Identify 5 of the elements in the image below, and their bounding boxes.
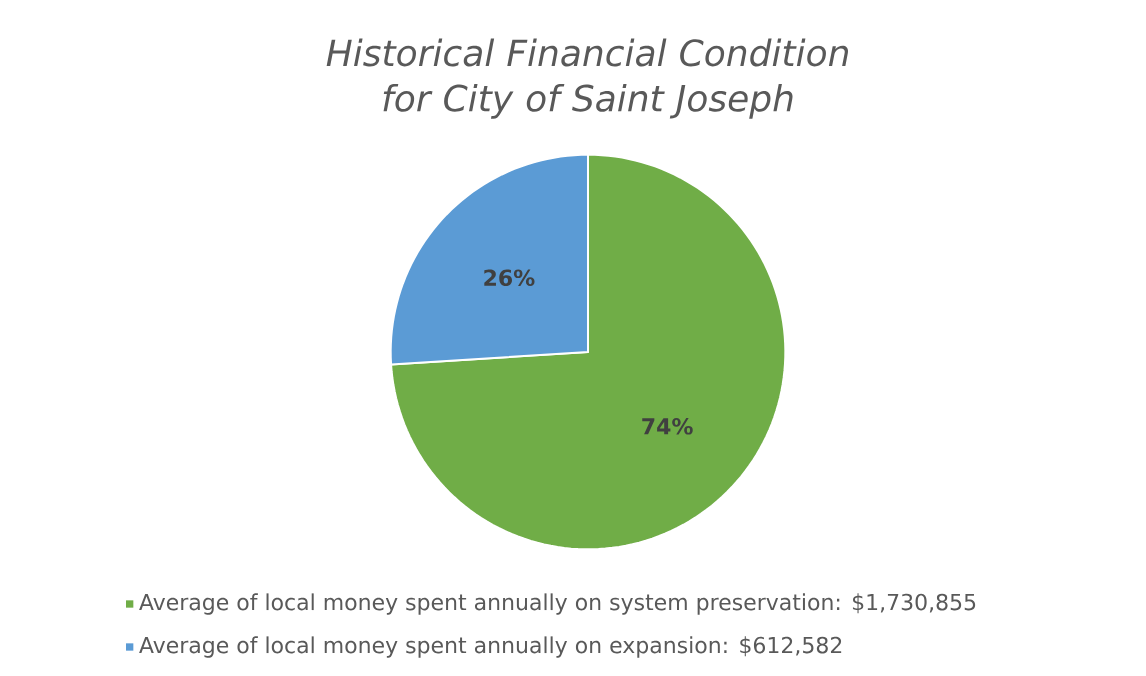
data-label: 26% <box>484 269 535 287</box>
legend-label: Average of local money spent annually on system preservation: $1,730,855 <box>139 593 976 615</box>
chart-title: Historical Financial Condition for City of Saint Joseph <box>326 38 848 119</box>
data-label: 74% <box>642 417 693 435</box>
legend-label: Average of local money spent annually on expansion: $612,582 <box>139 636 842 658</box>
